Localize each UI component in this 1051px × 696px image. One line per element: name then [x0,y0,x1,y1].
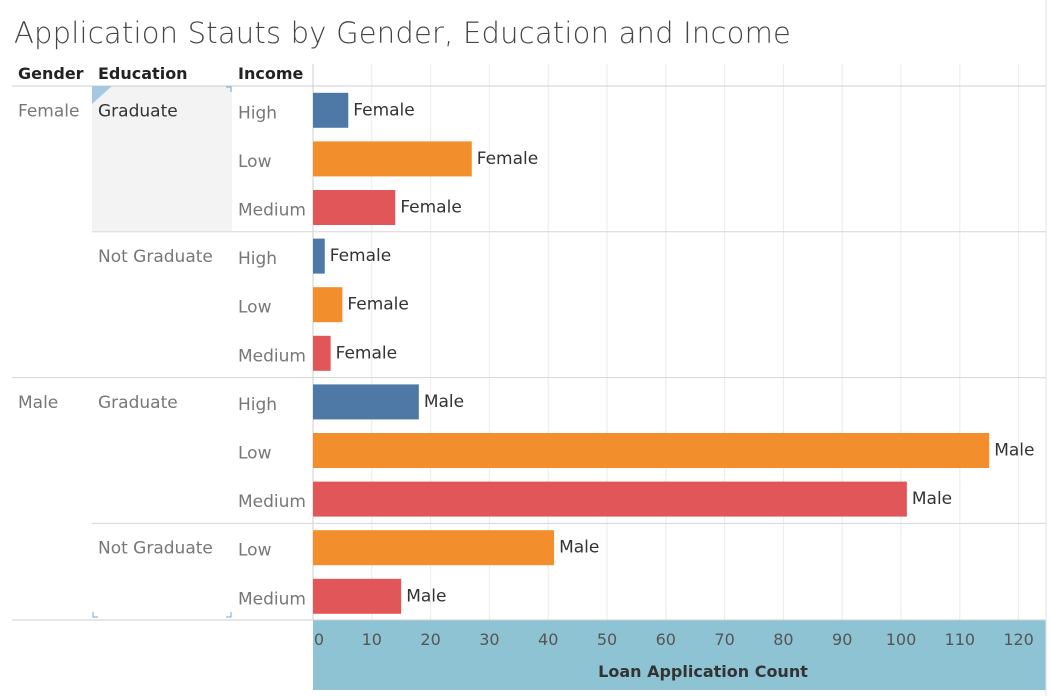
x-tick-label: 10 [362,630,382,649]
education-label[interactable]: Not Graduate [98,539,213,559]
x-tick-label: 30 [479,630,499,649]
bar-label: Female [347,295,408,315]
x-tick-label: 120 [1003,630,1034,649]
bar-label: Male [559,538,599,558]
bar[interactable] [313,481,907,517]
x-tick-label: 100 [886,630,917,649]
bar-series: Female Female Female Female Female Female Male… [313,92,1034,614]
bar[interactable] [313,433,990,468]
x-tick-label: 40 [538,630,558,649]
income-label[interactable]: Medium [238,346,306,366]
bar[interactable] [313,190,396,225]
bar-label: Male [424,392,464,412]
selection-bracket-bottom-left [92,612,98,618]
income-label[interactable]: Medium [238,589,306,609]
selected-education-highlight [92,86,232,231]
x-tick-label: 0 [314,630,324,649]
bar-label: Female [330,246,391,266]
x-tick-label: 110 [945,630,976,649]
selection-bracket-bottom-right [226,612,232,618]
income-label[interactable]: Low [238,541,272,561]
x-tick-label: 80 [773,630,793,649]
header-gender[interactable]: Gender [18,64,84,83]
education-label[interactable]: Not Graduate [98,247,213,267]
income-label[interactable]: Medium [238,201,306,221]
x-tick-label: 90 [832,630,852,649]
x-axis-band [313,620,1046,690]
chart-title: Application Stauts by Gender, Education … [14,16,792,50]
bar-label: Female [336,343,397,363]
bar[interactable] [313,92,349,128]
selection-bracket-top-right [226,86,232,92]
income-label[interactable]: Low [238,444,272,464]
bar-label: Female [477,149,538,169]
bar[interactable] [313,578,402,614]
x-axis-title: Loan Application Count [598,662,808,681]
education-label[interactable]: Graduate [98,101,178,121]
bar-label: Male [406,586,446,606]
bar[interactable] [313,530,555,566]
header-income[interactable]: Income [238,64,303,83]
row-separators [12,0,1047,696]
income-label[interactable]: Medium [238,492,306,512]
income-label[interactable]: High [238,249,277,269]
bar-label: Female [400,198,461,218]
bar[interactable] [313,238,325,274]
x-tick-label: 60 [656,630,676,649]
education-label[interactable]: Graduate [98,393,178,413]
selection-corner-marker [92,86,112,104]
bar-label: Female [353,100,414,120]
gender-label[interactable]: Male [18,393,58,413]
bar-label: Male [912,489,952,509]
income-label[interactable]: High [238,395,277,415]
header-education[interactable]: Education [98,64,188,83]
income-label[interactable]: Low [238,152,272,172]
bar[interactable] [313,141,472,177]
x-tick-label: 20 [420,630,440,649]
row-labels: Female Graduate High Low Medium Not Graduate H… [18,101,306,609]
x-axis-ticks: 0 10 20 30 40 50 60 70 80 90 100 110 120 [314,630,1034,649]
bar[interactable] [313,335,331,371]
income-label[interactable]: Low [238,298,272,318]
bar-label: Male [994,441,1034,461]
bar[interactable] [313,287,343,323]
x-tick-label: 50 [597,630,617,649]
x-tick-label: 70 [714,630,734,649]
gender-label[interactable]: Female [18,101,79,121]
income-label[interactable]: High [238,103,277,123]
bar[interactable] [313,384,419,420]
